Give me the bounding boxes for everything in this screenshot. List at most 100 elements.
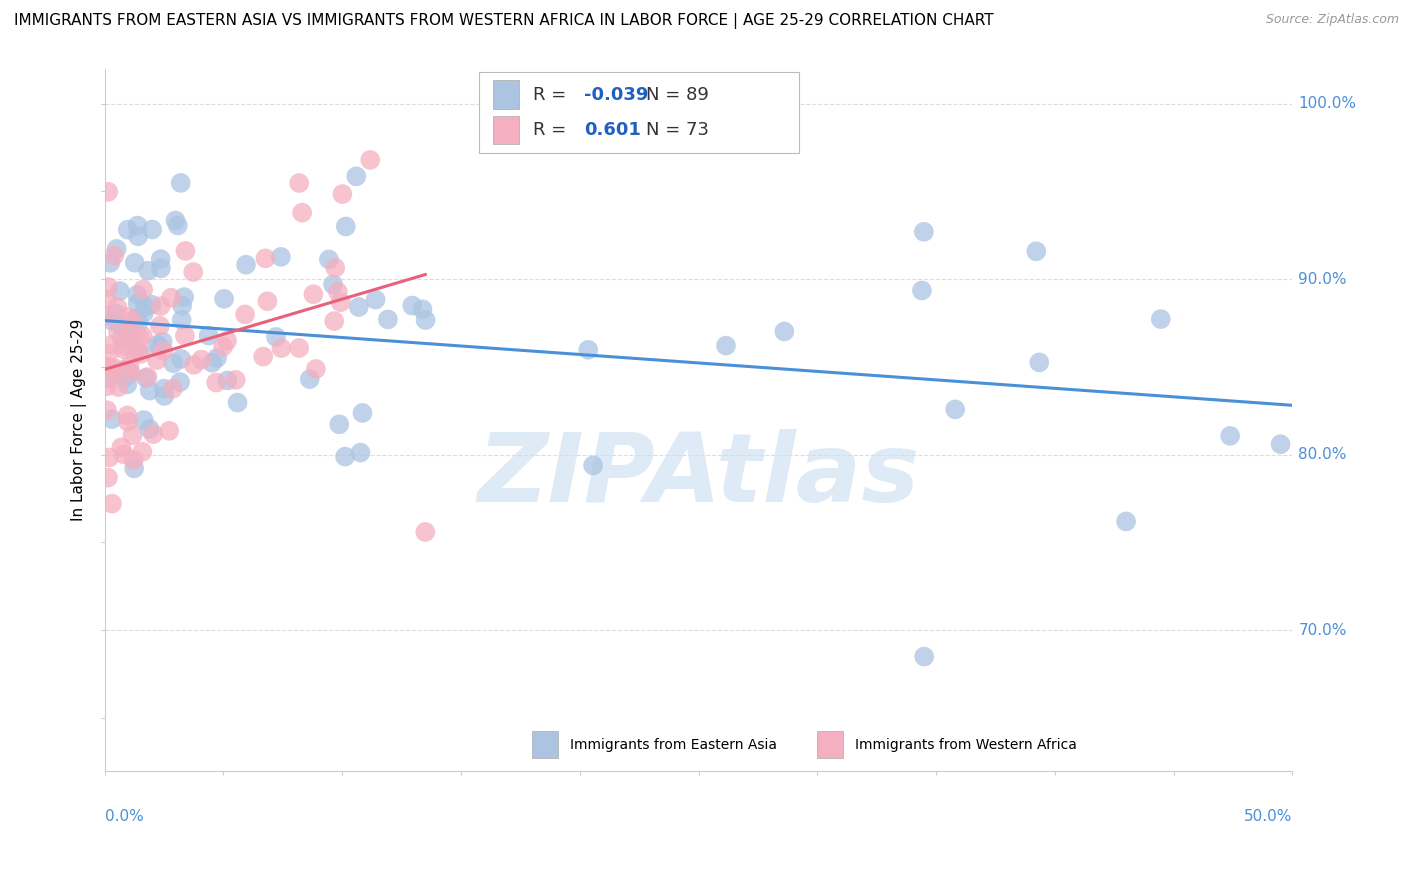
Point [166,219,188,233]
Point [118,359,141,373]
Point [332,187,354,202]
Point [100,337,122,351]
Point [318,252,340,267]
Point [108,318,131,332]
Point [217,374,239,388]
Point [132,413,155,427]
Point [149,261,172,276]
Point [201,356,224,370]
Point [141,298,163,312]
FancyBboxPatch shape [494,80,519,109]
Point [117,329,139,343]
Point [146,338,169,352]
Point [142,427,165,442]
Point [911,284,934,298]
Point [110,440,132,454]
Point [135,371,157,385]
Point [165,213,187,227]
Point [103,363,125,377]
Point [773,325,796,339]
Point [217,334,239,348]
Point [141,222,163,236]
Point [344,169,367,184]
Point [101,412,124,426]
Point [105,242,128,256]
Point [377,312,399,326]
Point [115,364,138,378]
Point [134,300,156,314]
Point [118,366,141,380]
Text: Source: ZipAtlas.com: Source: ZipAtlas.com [1265,13,1399,27]
Point [124,346,146,360]
Point [335,219,357,234]
Point [121,428,143,442]
Point [205,351,228,365]
Point [101,314,124,328]
Point [153,382,176,396]
Point [107,325,129,339]
Point [124,256,146,270]
Point [943,402,966,417]
Point [226,395,249,409]
Point [1028,355,1050,369]
Point [152,334,174,349]
Point [364,293,387,307]
Point [97,185,120,199]
Point [415,313,437,327]
Point [169,375,191,389]
Point [117,223,139,237]
Point [112,447,135,461]
Point [122,461,145,475]
Point [174,244,197,258]
Point [401,299,423,313]
Point [347,300,370,314]
Point [270,341,292,355]
Point [160,291,183,305]
Point [326,285,349,299]
Point [1025,244,1047,259]
Point [132,283,155,297]
Point [225,373,247,387]
Point [115,310,138,324]
Point [98,256,121,270]
Point [256,294,278,309]
Text: N = 89: N = 89 [647,86,709,103]
Point [162,356,184,370]
Point [254,252,277,266]
Point [117,415,139,429]
FancyBboxPatch shape [479,72,800,153]
FancyBboxPatch shape [533,731,558,758]
Point [127,219,149,233]
Point [323,260,346,275]
Point [322,277,344,292]
Text: 90.0%: 90.0% [1298,272,1347,286]
Y-axis label: In Labor Force | Age 25-29: In Labor Force | Age 25-29 [72,318,87,521]
Point [103,361,125,376]
Point [138,422,160,436]
Point [125,311,148,326]
Point [172,299,194,313]
Point [152,343,174,358]
Point [132,307,155,321]
Point [97,280,120,294]
Point [352,406,374,420]
Text: 0.0%: 0.0% [104,809,143,824]
Point [107,380,129,394]
Point [333,450,356,464]
Point [298,372,321,386]
Text: R =: R = [533,120,572,138]
Point [170,176,193,190]
Point [114,370,136,384]
Point [288,176,311,190]
Point [108,284,131,298]
Point [174,328,197,343]
Point [1150,312,1173,326]
Point [162,382,184,396]
Point [128,330,150,344]
Point [96,360,118,375]
Point [114,362,136,376]
Text: Immigrants from Western Africa: Immigrants from Western Africa [855,738,1077,752]
Point [912,649,935,664]
Point [103,249,125,263]
FancyBboxPatch shape [817,731,844,758]
